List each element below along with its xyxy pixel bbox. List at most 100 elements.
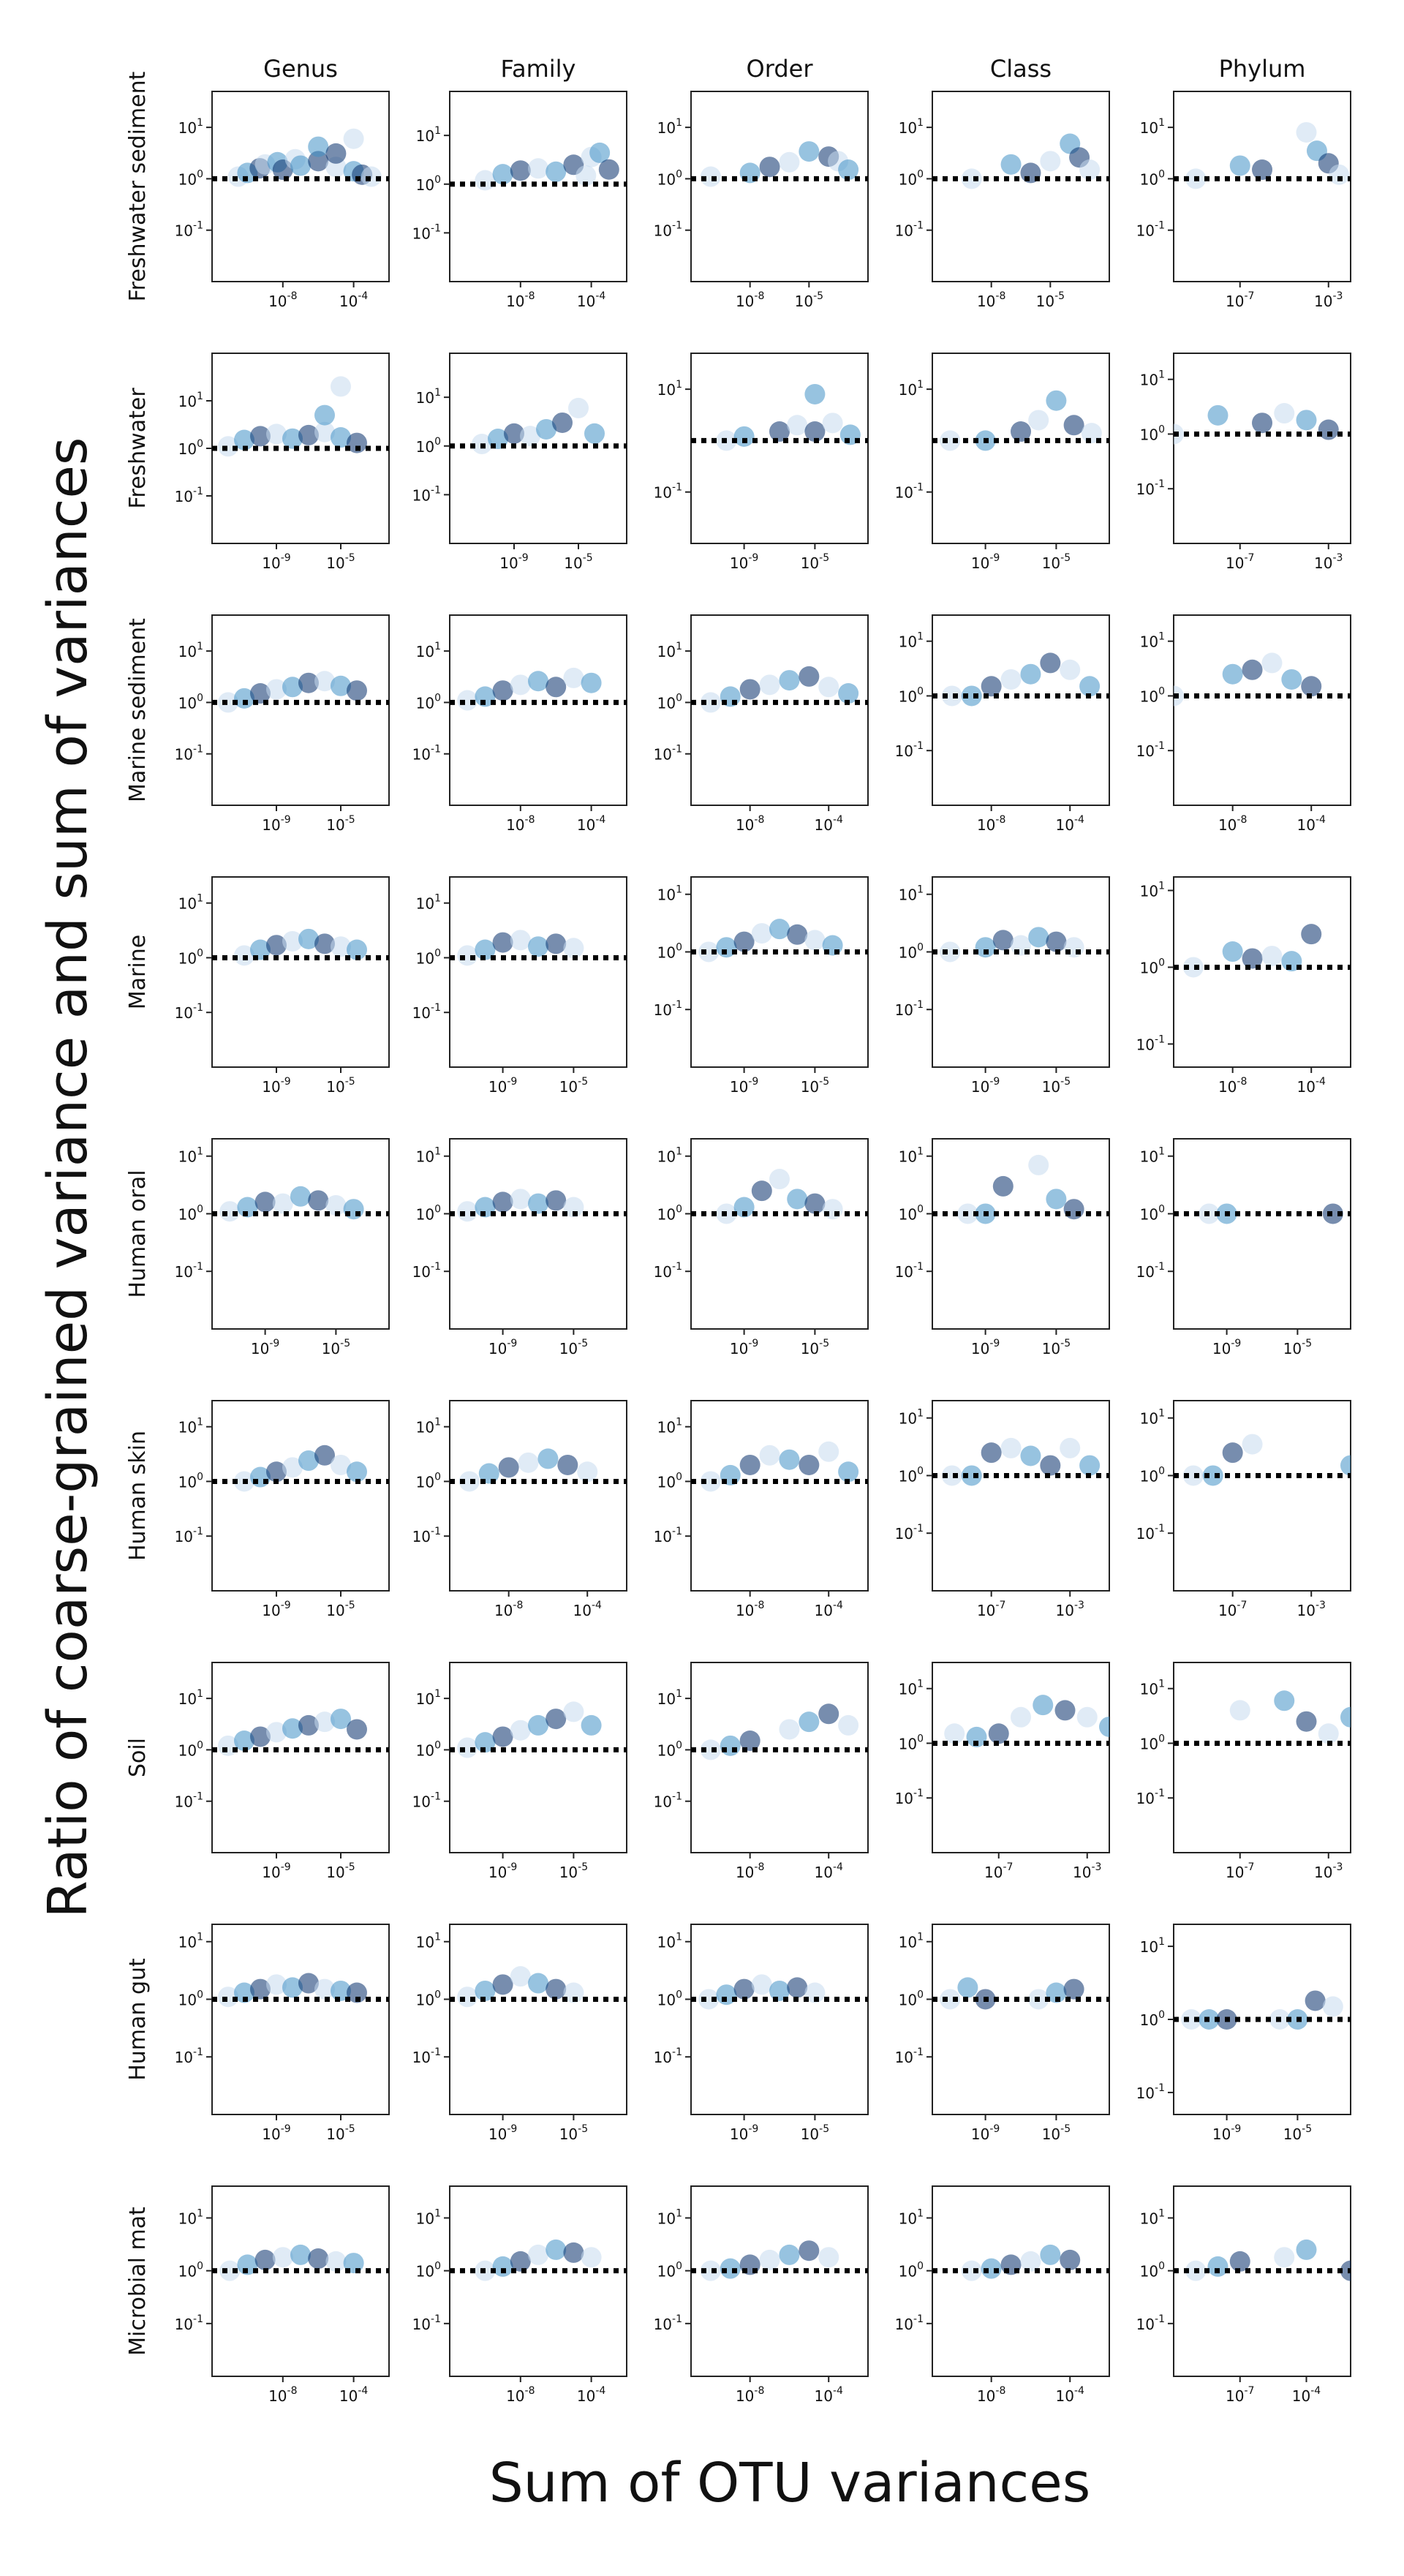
data-point bbox=[1318, 419, 1339, 440]
y-tick-label: 10-1 bbox=[895, 2046, 924, 2066]
data-point bbox=[804, 930, 826, 951]
y-tick-label: 10-1 bbox=[412, 1791, 441, 1811]
row-label-soil: Soil bbox=[125, 1738, 151, 1777]
data-point bbox=[347, 1461, 367, 1483]
x-tick-label: 10-4 bbox=[1297, 1076, 1326, 1096]
data-point bbox=[492, 680, 513, 701]
x-tick-label: 10-8 bbox=[736, 290, 764, 310]
panel-human-gut-class: 101 100 10-1 10-9 10-5 bbox=[895, 1924, 1110, 2143]
panel-frame bbox=[449, 1400, 627, 1592]
x-tick-label: 10-5 bbox=[1283, 1338, 1312, 1357]
data-point bbox=[1340, 1706, 1351, 1728]
y-tick-label: 101 bbox=[178, 2207, 203, 2227]
data-point bbox=[218, 692, 238, 713]
data-point bbox=[563, 1701, 584, 1722]
data-point bbox=[492, 932, 513, 953]
data-point bbox=[1020, 663, 1041, 685]
y-tick-label: 100 bbox=[178, 1471, 203, 1491]
y-tick-label: 10-1 bbox=[654, 1791, 682, 1811]
data-point bbox=[331, 936, 351, 957]
panel-freshwater-sediment-family: 101 100 10-1 10-8 10-4 bbox=[412, 91, 627, 310]
x-tick-label: 10-5 bbox=[326, 1600, 355, 1619]
y-tick-label: 10-1 bbox=[412, 744, 441, 764]
data-point bbox=[498, 1457, 519, 1478]
x-tick-label: 10-5 bbox=[559, 2123, 588, 2143]
y-tick-label: 10-1 bbox=[654, 482, 682, 502]
y-tick-label: 101 bbox=[416, 1417, 441, 1436]
x-tick-label: 10-9 bbox=[1212, 1338, 1241, 1357]
data-point bbox=[1322, 1203, 1343, 1224]
data-point bbox=[298, 1450, 319, 1472]
data-point bbox=[237, 2254, 258, 2275]
data-point bbox=[492, 1974, 513, 1995]
data-point bbox=[981, 676, 1002, 697]
x-tick-label: 10-8 bbox=[977, 290, 1005, 310]
data-point bbox=[1011, 1706, 1031, 1728]
points-layer bbox=[458, 1448, 598, 1492]
data-point bbox=[1207, 2256, 1228, 2277]
x-tick-label: 10-5 bbox=[801, 1338, 829, 1357]
data-point bbox=[733, 1978, 755, 2000]
panel-marine-sediment-order: 101 100 10-1 10-8 10-4 bbox=[654, 614, 869, 834]
x-tick-label: 10-4 bbox=[573, 1600, 603, 1619]
column-header-order: Order bbox=[747, 55, 814, 83]
y-tick-label: 10-1 bbox=[1136, 1033, 1165, 1053]
x-tick-label: 10-3 bbox=[1073, 1861, 1101, 1881]
data-point bbox=[528, 936, 548, 957]
x-tick-label: 10-9 bbox=[488, 1076, 517, 1096]
y-tick-label: 10-1 bbox=[1136, 2082, 1165, 2102]
x-tick-label: 10-9 bbox=[730, 2123, 758, 2143]
y-tick-label: 10-1 bbox=[175, 220, 203, 240]
data-point bbox=[1060, 659, 1081, 680]
x-tick-label: 10-8 bbox=[506, 2385, 535, 2405]
column-header-genus: Genus bbox=[263, 55, 338, 83]
x-tick-label: 10-3 bbox=[1314, 552, 1343, 572]
data-point bbox=[769, 421, 790, 442]
data-point bbox=[520, 426, 540, 447]
y-tick-label: 10-1 bbox=[412, 484, 441, 504]
data-point bbox=[308, 2248, 329, 2270]
x-tick-label: 10-3 bbox=[1314, 290, 1343, 310]
points-layer bbox=[944, 1695, 1109, 1747]
panel-grid: Genus Family Order Class Phylum Freshwater se… bbox=[125, 55, 1351, 2405]
x-tick-label: 10-4 bbox=[577, 814, 606, 834]
data-point bbox=[1229, 1700, 1250, 1721]
points-layer bbox=[457, 667, 602, 711]
y-tick-label: 10-1 bbox=[1136, 1788, 1165, 1807]
data-point bbox=[492, 1191, 513, 1213]
data-point bbox=[528, 1714, 548, 1736]
points-layer bbox=[457, 1189, 584, 1222]
x-tick-label: 10-9 bbox=[730, 1338, 758, 1357]
data-point bbox=[298, 1714, 319, 1736]
y-tick-label: 101 bbox=[899, 1679, 924, 1698]
x-tick-label: 10-9 bbox=[262, 1861, 290, 1881]
y-tick-label: 10-1 bbox=[1136, 220, 1165, 240]
data-point bbox=[1060, 1437, 1081, 1458]
data-point bbox=[492, 2256, 513, 2277]
data-point bbox=[1028, 410, 1049, 431]
y-tick-label: 100 bbox=[1140, 957, 1165, 976]
data-point bbox=[234, 1982, 254, 2003]
data-point bbox=[698, 1989, 720, 2010]
data-point bbox=[1020, 1445, 1041, 1466]
data-point bbox=[528, 671, 548, 692]
y-tick-label: 101 bbox=[899, 1146, 924, 1166]
points-layer bbox=[1182, 1434, 1351, 1486]
x-tick-label: 10-5 bbox=[1042, 1338, 1071, 1357]
x-tick-label: 10-4 bbox=[339, 290, 369, 310]
y-tick-label: 101 bbox=[899, 884, 924, 904]
points-layer bbox=[475, 2239, 602, 2281]
data-point bbox=[218, 1986, 238, 2008]
data-point bbox=[510, 1720, 531, 1741]
column-header-family: Family bbox=[501, 55, 576, 83]
data-point bbox=[218, 436, 238, 457]
data-point bbox=[779, 1449, 800, 1470]
data-point bbox=[804, 1982, 826, 2003]
y-tick-label: 10-1 bbox=[895, 220, 924, 240]
data-point bbox=[1000, 669, 1022, 690]
data-point bbox=[266, 935, 287, 956]
x-tick-label: 10-7 bbox=[1226, 290, 1254, 310]
data-point bbox=[1063, 937, 1084, 958]
data-point bbox=[818, 677, 839, 698]
